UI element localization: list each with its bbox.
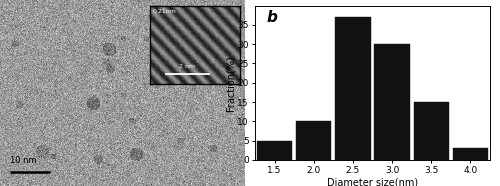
X-axis label: Diameter size(nm): Diameter size(nm) — [327, 178, 418, 186]
Y-axis label: Fraction(%): Fraction(%) — [226, 55, 236, 111]
Text: 10 nm: 10 nm — [10, 156, 36, 165]
Bar — [414, 102, 449, 160]
Text: b: b — [267, 10, 278, 25]
Bar — [257, 141, 292, 160]
Bar — [453, 148, 488, 160]
Bar — [374, 44, 410, 160]
Bar — [336, 17, 370, 160]
Text: 2 nm: 2 nm — [180, 64, 196, 69]
Bar — [296, 121, 332, 160]
Text: 0.21nm: 0.21nm — [152, 9, 176, 15]
